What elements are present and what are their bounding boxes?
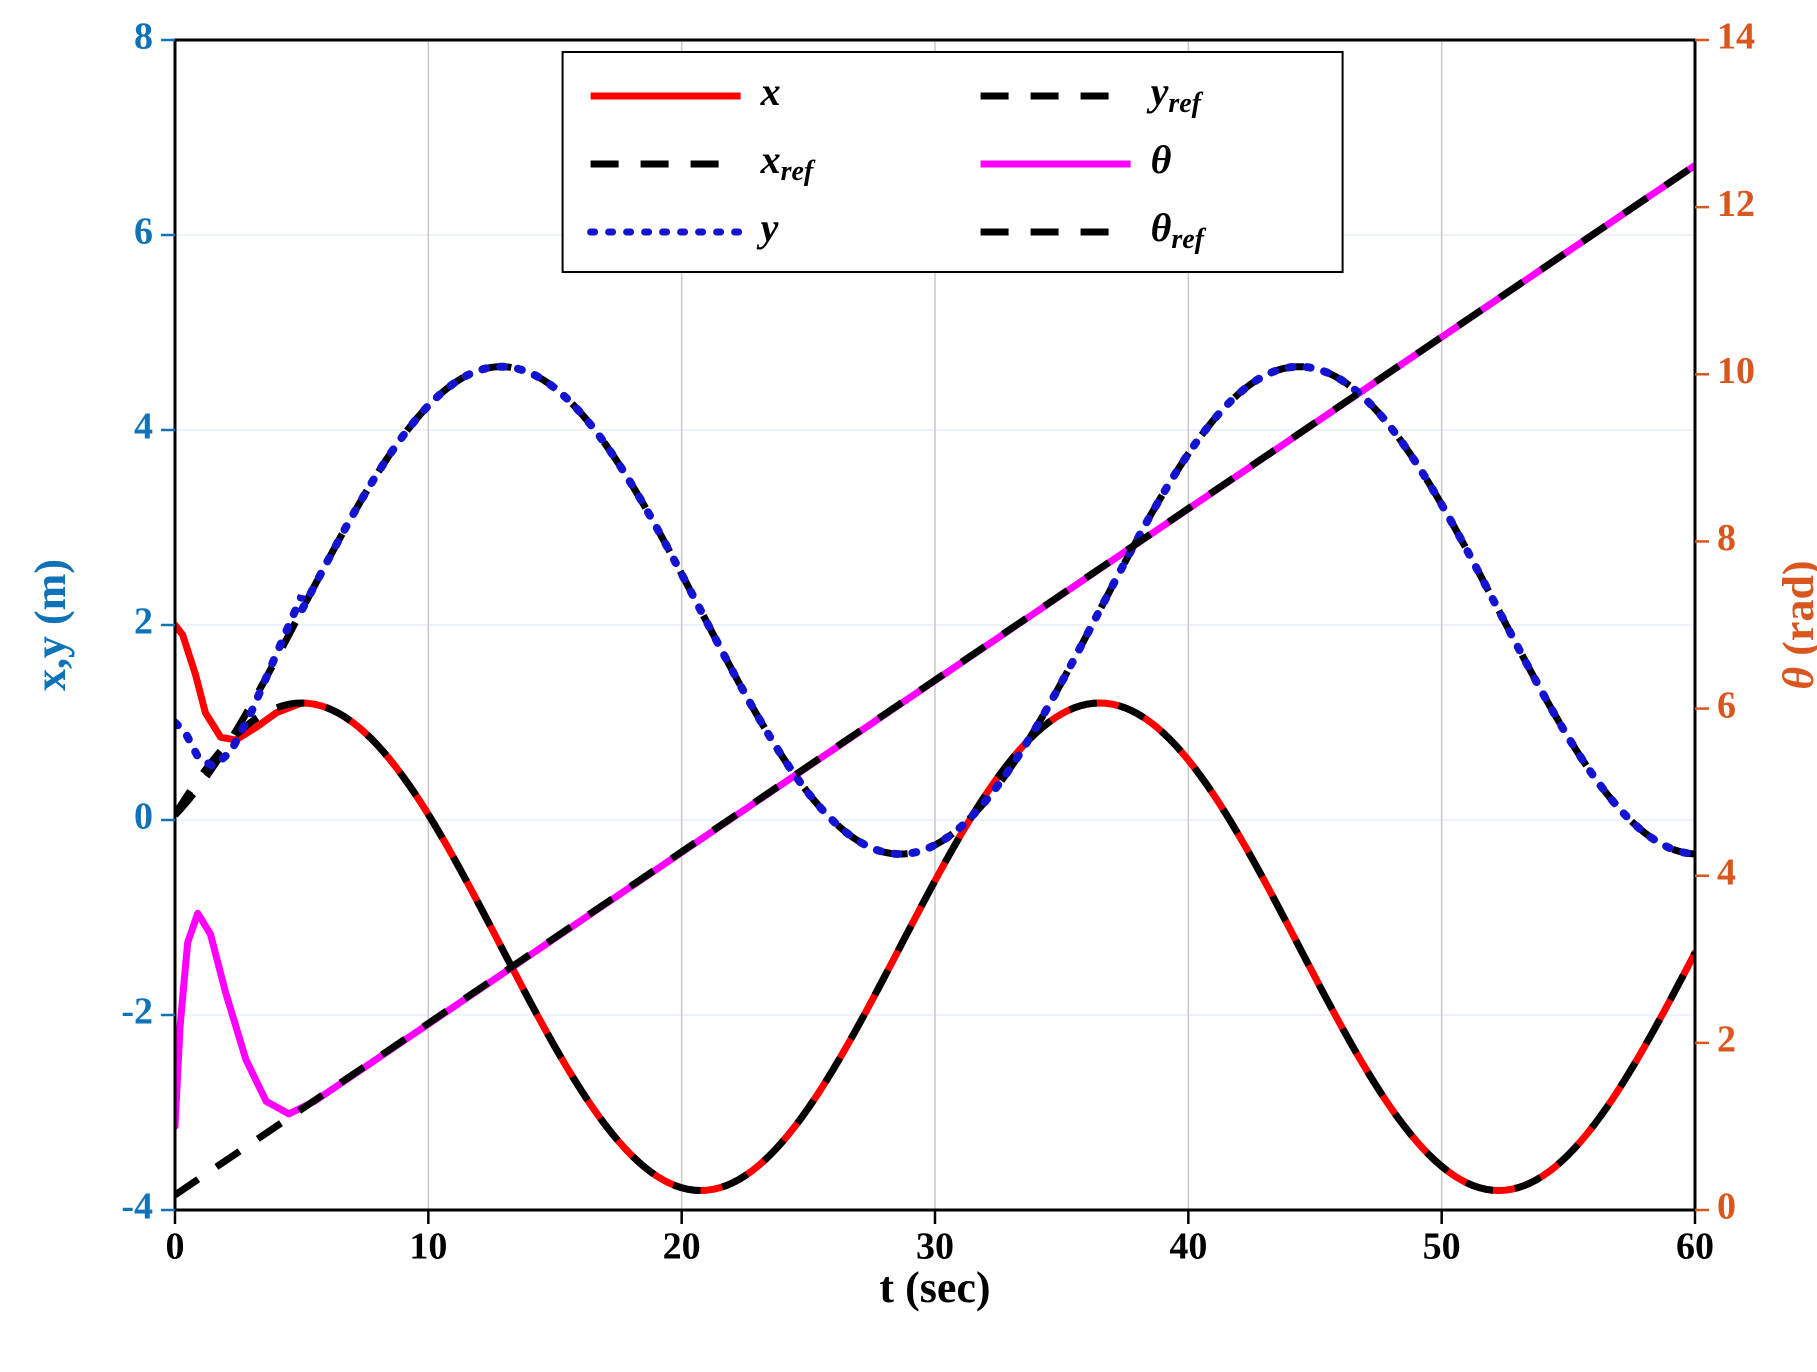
svg-text:8: 8 <box>1717 517 1736 559</box>
legend-box <box>563 52 1343 272</box>
svg-text:6: 6 <box>134 211 153 253</box>
legend-label-theta: θ <box>1151 137 1172 182</box>
svg-text:50: 50 <box>1423 1225 1461 1267</box>
svg-text:30: 30 <box>916 1225 954 1267</box>
svg-text:10: 10 <box>409 1225 447 1267</box>
legend-label-x: x <box>760 69 781 114</box>
svg-text:14: 14 <box>1717 16 1755 58</box>
right-axis-label: θ (rad) <box>1774 560 1817 689</box>
legend-label-y: y <box>757 205 779 250</box>
chart-svg: 0 10 20 30 40 50 60 -4 -2 0 2 4 6 8 0 2 4 6 8 10 12 14 t (sec)… <box>0 0 1817 1372</box>
svg-text:4: 4 <box>134 406 153 448</box>
svg-text:2: 2 <box>134 601 153 643</box>
svg-text:-4: -4 <box>121 1186 153 1228</box>
svg-text:-2: -2 <box>121 991 153 1033</box>
left-axis-label: x,y (m) <box>26 559 75 691</box>
svg-text:4: 4 <box>1717 851 1736 893</box>
svg-text:2: 2 <box>1717 1019 1736 1061</box>
svg-text:0: 0 <box>166 1225 185 1267</box>
svg-text:8: 8 <box>134 16 153 58</box>
svg-text:0: 0 <box>1717 1186 1736 1228</box>
svg-text:6: 6 <box>1717 684 1736 726</box>
svg-text:12: 12 <box>1717 183 1755 225</box>
svg-text:10: 10 <box>1717 350 1755 392</box>
svg-text:20: 20 <box>663 1225 701 1267</box>
x-axis-label: t (sec) <box>879 1263 990 1312</box>
svg-text:40: 40 <box>1169 1225 1207 1267</box>
svg-text:60: 60 <box>1676 1225 1714 1267</box>
chart-container: 0 10 20 30 40 50 60 -4 -2 0 2 4 6 8 0 2 4 6 8 10 12 14 t (sec)… <box>0 0 1817 1372</box>
svg-text:0: 0 <box>134 796 153 838</box>
